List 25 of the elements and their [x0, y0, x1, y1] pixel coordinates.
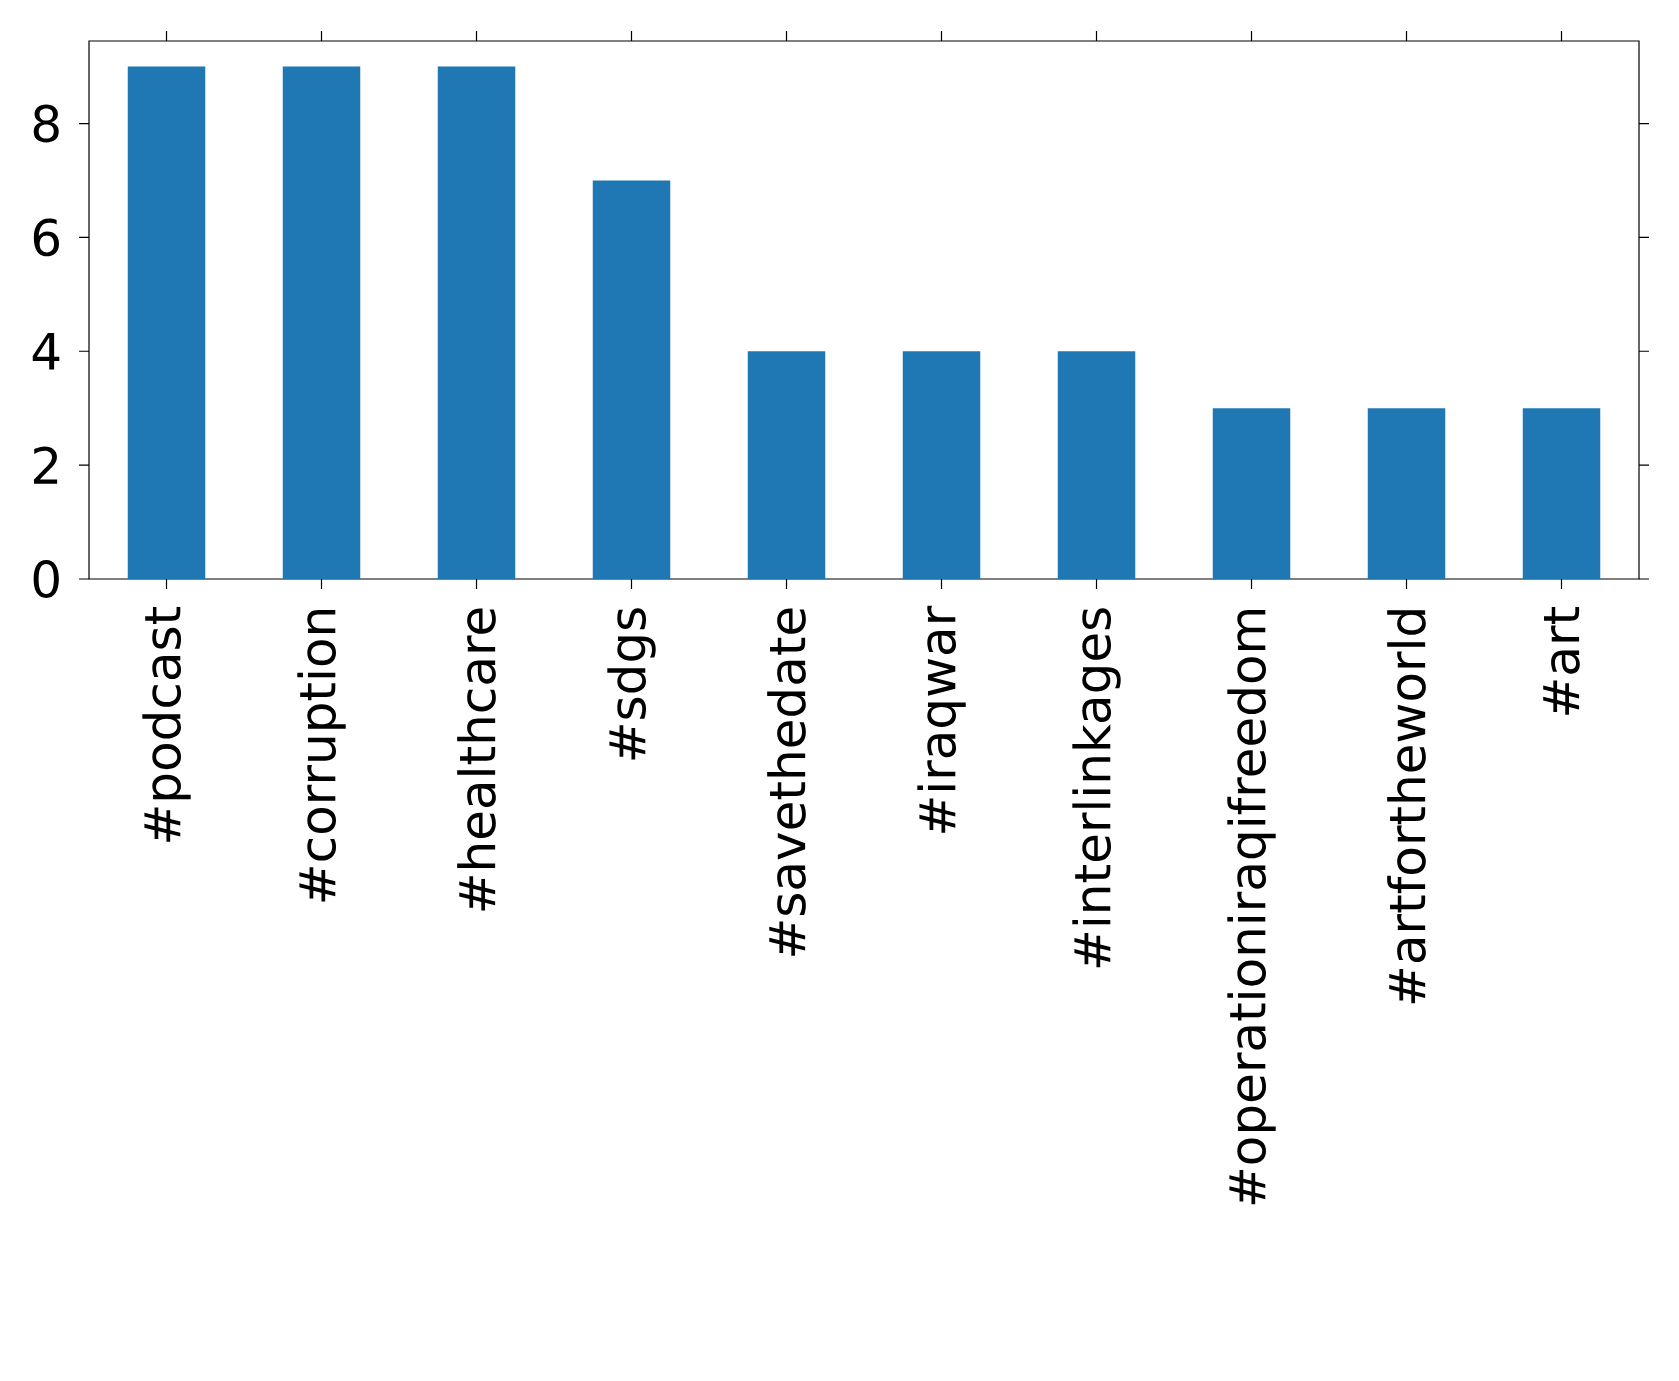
- x-tick-label: #iraqwar: [917, 605, 966, 833]
- y-tick-label: 0: [33, 560, 59, 598]
- bar: [1212, 408, 1291, 579]
- bar: [282, 66, 361, 579]
- bar: [1522, 408, 1601, 579]
- x-tick-label: #interlinkages: [1072, 608, 1121, 968]
- x-tick-label: #savethedate: [767, 608, 806, 956]
- y-tick-label: 6: [33, 218, 59, 257]
- bar: [1367, 408, 1446, 579]
- x-tick-label: #healthcare: [457, 608, 496, 911]
- bar: [592, 180, 671, 579]
- bar: [127, 66, 206, 579]
- bar: [437, 66, 516, 579]
- x-tick-label: #operationiraqifreedom: [1227, 610, 1276, 1205]
- y-tick-label: 4: [32, 333, 60, 370]
- y-tick-label: 2: [33, 446, 58, 484]
- bar: [1057, 351, 1136, 579]
- bar: [902, 351, 981, 579]
- bar: [747, 351, 826, 579]
- x-tick-label: #corruption: [297, 610, 346, 902]
- y-tick-label: 8: [33, 104, 59, 143]
- x-tick-label: #artfortheworld: [1387, 610, 1426, 1004]
- x-tick-label: #sdgs: [607, 608, 656, 760]
- x-tick-label: #art: [1543, 607, 1580, 715]
- x-tick-label: #podcast: [142, 606, 191, 842]
